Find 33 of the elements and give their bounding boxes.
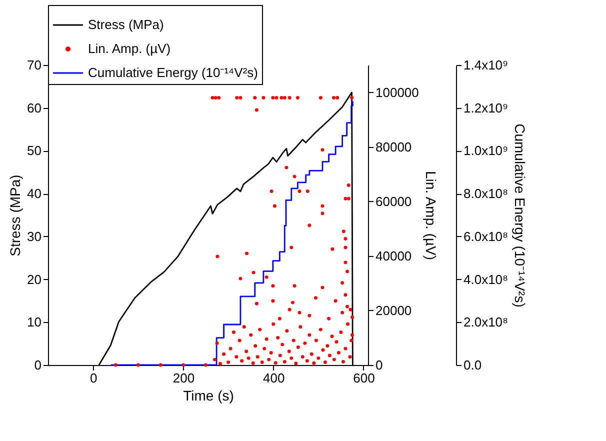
y-tick-label: 10 xyxy=(27,314,42,330)
y3-tick-label: 0.0 xyxy=(464,358,482,372)
legend-label: Cumulative Energy (10⁻¹⁴V²s) xyxy=(88,65,258,80)
y3-tick-label: 1.0x10⁹ xyxy=(464,143,508,158)
y-tick-label: 30 xyxy=(27,228,42,244)
y3-axis-title: Cumulative Energy (10⁻¹⁴V²s) xyxy=(512,124,528,308)
y2-tick-label: 80000 xyxy=(376,139,412,154)
y3-tick-label: 4.0x10⁸ xyxy=(464,272,508,287)
x-tick-label: 600 xyxy=(353,370,375,386)
y-axis-title: Stress (MPa) xyxy=(7,174,24,256)
y2-axis-title: Lin. Amp. (µV) xyxy=(422,171,439,260)
y3-tick-label: 1.2x10⁹ xyxy=(464,100,508,116)
y3-tick-label: 6.0x10⁸ xyxy=(464,228,508,244)
x-tick-label: 0 xyxy=(90,370,98,386)
x-axis-title: Time (s) xyxy=(183,388,234,404)
y3-tick-label: 2.0x10⁸ xyxy=(464,314,508,330)
y-tick-label: 50 xyxy=(27,143,42,158)
y3-tick-label: 8.0x10⁸ xyxy=(464,186,508,202)
y2-tick-label: 20000 xyxy=(376,302,412,318)
y2-tick-label: 100000 xyxy=(376,84,419,100)
y-tick-label: 60 xyxy=(27,100,42,116)
legend-label: Stress (MPa) xyxy=(88,17,164,32)
y2-tick-label: 40000 xyxy=(376,248,412,264)
y-tick-label: 70 xyxy=(27,58,42,72)
x-tick-label: 200 xyxy=(172,370,195,386)
legend-label: Lin. Amp. (µV) xyxy=(88,41,171,56)
y-tick-label: 0 xyxy=(34,358,42,372)
x-tick-label: 400 xyxy=(263,370,285,386)
y3-tick-label: 1.4x10⁹ xyxy=(464,58,508,72)
y-tick-label: 20 xyxy=(27,272,42,287)
y-tick-label: 40 xyxy=(27,186,42,202)
y2-tick-label: 60000 xyxy=(376,194,412,209)
y2-tick-label: 0 xyxy=(376,358,383,372)
